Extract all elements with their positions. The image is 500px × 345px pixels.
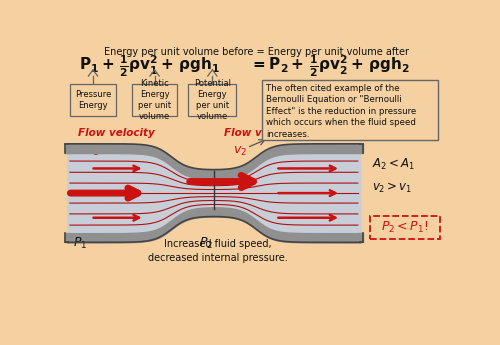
Text: $P_2 < P_1!$: $P_2 < P_1!$	[381, 220, 428, 235]
Text: $A_2 < A_1$: $A_2 < A_1$	[372, 157, 415, 172]
Text: $P_1$: $P_1$	[73, 235, 88, 250]
Text: Energy per unit volume before = Energy per unit volume after: Energy per unit volume before = Energy p…	[104, 47, 409, 57]
Text: Pressure
Energy: Pressure Energy	[75, 90, 111, 110]
Text: Flow velocity: Flow velocity	[78, 128, 154, 138]
Text: The often cited example of the
Bernoulli Equation or "Bernoulli
Effect" is the r: The often cited example of the Bernoulli…	[266, 84, 416, 139]
Text: $\mathbf{P_1 + \,\frac{1}{2}\rho v_1^2 + \,\rho g h_1}$: $\mathbf{P_1 + \,\frac{1}{2}\rho v_1^2 +…	[79, 53, 221, 79]
Bar	[370, 216, 440, 239]
Text: Increased fluid speed,
decreased internal pressure.: Increased fluid speed, decreased interna…	[148, 239, 288, 263]
Bar	[70, 84, 116, 116]
Text: Potential
Energy
per unit
volume: Potential Energy per unit volume	[194, 79, 231, 121]
Bar	[132, 84, 177, 116]
Text: $\mathbf{= P_2 + \,\frac{1}{2}\rho v_2^2 + \,\rho g h_2}$: $\mathbf{= P_2 + \,\frac{1}{2}\rho v_2^2…	[250, 53, 410, 79]
Bar	[262, 80, 438, 140]
Text: $v_1$: $v_1$	[86, 145, 100, 158]
Text: Kinetic
Energy
per unit
volume: Kinetic Energy per unit volume	[138, 79, 171, 121]
Bar	[188, 84, 236, 116]
Text: Flow velocity: Flow velocity	[224, 128, 300, 138]
Text: $v_2 > v_1$: $v_2 > v_1$	[372, 181, 412, 195]
Text: $P_2$: $P_2$	[199, 235, 214, 250]
Text: $v_2$: $v_2$	[233, 145, 247, 158]
